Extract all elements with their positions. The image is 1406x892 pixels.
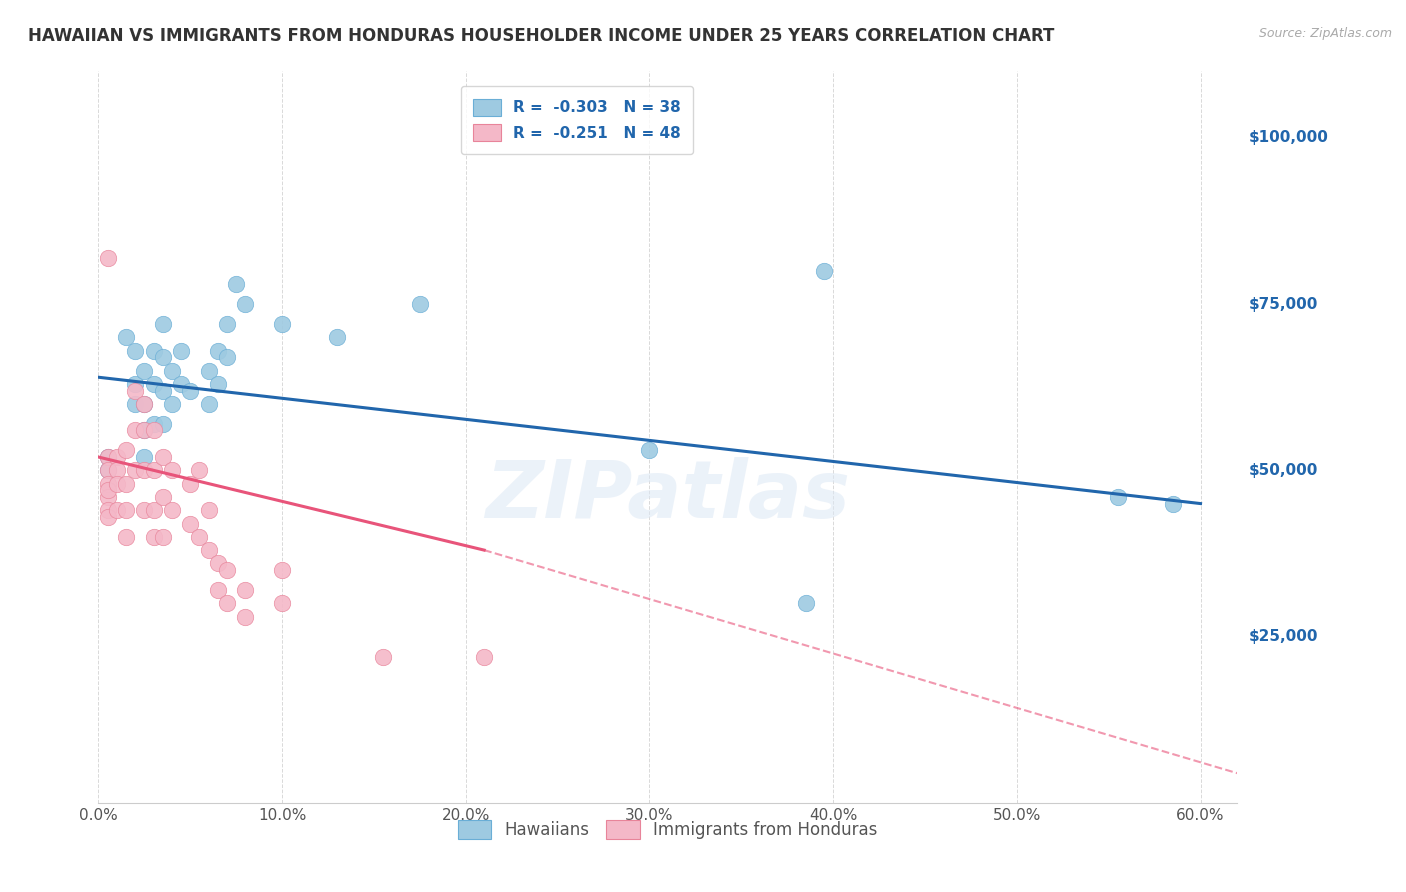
Point <box>179 516 201 531</box>
Point <box>142 424 165 438</box>
Point <box>409 297 432 311</box>
Point <box>97 483 120 498</box>
Point <box>124 384 146 398</box>
Point <box>124 343 146 358</box>
Point <box>152 490 174 504</box>
Point <box>124 424 146 438</box>
Point <box>326 330 349 344</box>
Point <box>225 277 247 292</box>
Point <box>794 596 817 610</box>
Point <box>235 297 257 311</box>
Point <box>160 463 183 477</box>
Point <box>638 443 661 458</box>
Text: Source: ZipAtlas.com: Source: ZipAtlas.com <box>1258 27 1392 40</box>
Point <box>152 450 174 464</box>
Legend: Hawaiians, Immigrants from Honduras: Hawaiians, Immigrants from Honduras <box>451 814 884 846</box>
Point <box>207 343 229 358</box>
Point <box>134 363 156 377</box>
Point <box>152 417 174 431</box>
Point <box>271 596 294 610</box>
Point <box>142 530 165 544</box>
Point <box>160 503 183 517</box>
Point <box>160 363 183 377</box>
Point <box>215 563 238 577</box>
Point <box>160 397 183 411</box>
Point <box>271 317 294 331</box>
Point <box>1161 497 1184 511</box>
Point <box>115 443 138 458</box>
Point <box>124 463 146 477</box>
Text: $100,000: $100,000 <box>1249 130 1329 145</box>
Point <box>142 503 165 517</box>
Point <box>197 397 219 411</box>
Point <box>97 450 120 464</box>
Point <box>105 476 128 491</box>
Point <box>179 384 201 398</box>
Point <box>197 363 219 377</box>
Point <box>97 463 120 477</box>
Point <box>142 343 165 358</box>
Point <box>152 384 174 398</box>
Point <box>188 463 211 477</box>
Point <box>152 530 174 544</box>
Point <box>188 530 211 544</box>
Point <box>115 503 138 517</box>
Point <box>124 397 146 411</box>
Point <box>152 317 174 331</box>
Point <box>1107 490 1129 504</box>
Point <box>115 476 138 491</box>
Point <box>134 424 156 438</box>
Point <box>271 563 294 577</box>
Point <box>235 582 257 597</box>
Text: $75,000: $75,000 <box>1249 297 1317 311</box>
Point <box>170 343 193 358</box>
Point <box>97 503 120 517</box>
Point <box>134 463 156 477</box>
Point <box>371 649 394 664</box>
Point <box>115 330 138 344</box>
Text: $50,000: $50,000 <box>1249 463 1317 478</box>
Point <box>134 397 156 411</box>
Point <box>97 509 120 524</box>
Point <box>97 490 120 504</box>
Point <box>472 649 495 664</box>
Point <box>215 596 238 610</box>
Text: HAWAIIAN VS IMMIGRANTS FROM HONDURAS HOUSEHOLDER INCOME UNDER 25 YEARS CORRELATI: HAWAIIAN VS IMMIGRANTS FROM HONDURAS HOU… <box>28 27 1054 45</box>
Point <box>134 450 156 464</box>
Point <box>207 557 229 571</box>
Point <box>142 463 165 477</box>
Point <box>152 351 174 365</box>
Point <box>207 582 229 597</box>
Point <box>235 609 257 624</box>
Point <box>105 450 128 464</box>
Point <box>97 476 120 491</box>
Point <box>105 503 128 517</box>
Point <box>105 463 128 477</box>
Point <box>179 476 201 491</box>
Point <box>142 376 165 391</box>
Point <box>134 424 156 438</box>
Point <box>134 397 156 411</box>
Text: ZIPatlas: ZIPatlas <box>485 457 851 534</box>
Point <box>170 376 193 391</box>
Point <box>115 530 138 544</box>
Point <box>124 376 146 391</box>
Point <box>215 351 238 365</box>
Point <box>215 317 238 331</box>
Point <box>197 503 219 517</box>
Point <box>197 543 219 558</box>
Point <box>97 463 120 477</box>
Text: $25,000: $25,000 <box>1249 629 1317 644</box>
Point <box>142 417 165 431</box>
Point <box>97 251 120 265</box>
Point <box>97 450 120 464</box>
Point <box>207 376 229 391</box>
Point <box>134 503 156 517</box>
Point <box>813 264 835 278</box>
